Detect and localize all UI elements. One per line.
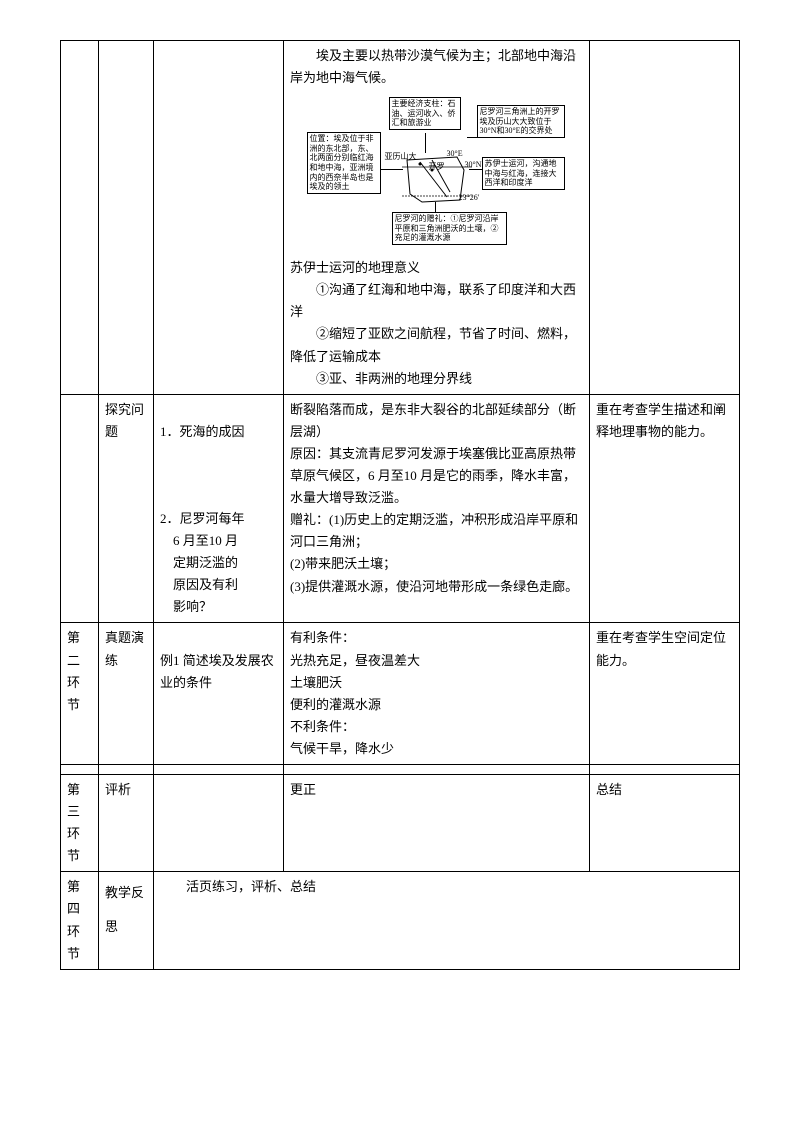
- fav-3: 便利的灌溉水源: [290, 694, 583, 716]
- cell: [61, 394, 99, 623]
- label-alexandria: 亚历山大: [385, 152, 417, 162]
- fav-2: 土壤肥沃: [290, 672, 583, 694]
- label-30n: 30°N: [465, 160, 482, 170]
- diagram-box-suez: 苏伊士运河，沟通地中海与红海，连接大西洋和印度洋: [482, 157, 565, 190]
- stage-cell: 第三环节: [61, 774, 99, 871]
- cell: 活页练习，评析、总结: [154, 872, 740, 969]
- question-cell: 例1 简述埃及发展农业的条件: [154, 623, 284, 765]
- label-cairo: 开罗: [429, 162, 445, 172]
- fav-heading: 有利条件：: [290, 627, 583, 649]
- ans-reason: 原因：其支流青尼罗河发源于埃塞俄比亚高原热带草原气候区，6 月至10 月是它的雨…: [290, 443, 583, 509]
- cell: 教学反思: [99, 872, 154, 969]
- fav-1: 光热充足，昼夜温差大: [290, 650, 583, 672]
- table-row: 埃及主要以热带沙漠气候为主；北部地中海沿岸为地中海气候。 主要经济支柱：石油、运…: [61, 41, 740, 395]
- diagram-box-nile-gift: 尼罗河的赠礼：①尼罗河沿岸平原和三角洲肥沃的土壤，②充足的灌溉水源: [392, 212, 507, 245]
- diagram-box-delta: 尼罗河三角洲上的开罗埃及历山大大致位于30°N和30°E的交界处: [477, 105, 565, 138]
- cell: [154, 774, 284, 871]
- table-row-spacer: [61, 764, 740, 774]
- suez-point-3: ③亚、非两洲的地理分界线: [290, 368, 583, 390]
- lesson-plan-table: 埃及主要以热带沙漠气候为主；北部地中海沿岸为地中海气候。 主要经济支柱：石油、运…: [60, 40, 740, 970]
- ans-2: (2)带来肥沃土壤；: [290, 553, 583, 575]
- table-row: 第三环节 评析 更正 总结: [61, 774, 740, 871]
- example-q: 例1 简述埃及发展农业的条件: [160, 650, 277, 694]
- climate-text: 埃及主要以热带沙漠气候为主；北部地中海沿岸为地中海气候。: [290, 45, 583, 89]
- cell: 总结: [590, 774, 740, 871]
- unfav-1: 气候干旱，降水少: [290, 738, 583, 760]
- q2: 2．尼罗河每年 6 月至10 月 定期泛滥的 原因及有利 影响？: [160, 508, 277, 618]
- cell: 更正: [284, 774, 590, 871]
- answer-cell: 断裂陷落而成，是东非大裂谷的北部延续部分（断层湖） 原因：其支流青尼罗河发源于埃…: [284, 394, 590, 623]
- section-label: 真题演练: [99, 623, 154, 765]
- ans-gift: 赠礼：(1)历史上的定期泛滥，冲积形成沿岸平原和河口三角洲；: [290, 509, 583, 553]
- table-row: 探究问题 1．死海的成因 2．尼罗河每年 6 月至10 月 定期泛滥的 原因及有…: [61, 394, 740, 623]
- suez-point-2: ②缩短了亚欧之间航程，节省了时间、燃料，降低了运输成本: [290, 323, 583, 367]
- diagram-box-economy: 主要经济支柱：石油、运河收入、侨汇和旅游业: [389, 97, 461, 130]
- cell: [99, 41, 154, 395]
- ans-3: (3)提供灌溉水源，使沿河地带形成一条绿色走廊。: [290, 576, 583, 598]
- note-cell: 重在考查学生描述和阐释地理事物的能力。: [590, 394, 740, 623]
- diagram-box-location: 位置：埃及位于非洲的东北部，东、北两面分别临红海和地中海，亚洲境内的西奈半岛也是…: [307, 132, 381, 194]
- section-label: 探究问题: [99, 394, 154, 623]
- cell: [590, 41, 740, 395]
- question-cell: 1．死海的成因 2．尼罗河每年 6 月至10 月 定期泛滥的 原因及有利 影响？: [154, 394, 284, 623]
- cell: 评析: [99, 774, 154, 871]
- suez-point-1: ①沟通了红海和地中海，联系了印度洋和大西洋: [290, 279, 583, 323]
- answer-cell: 有利条件： 光热充足，昼夜温差大 土壤肥沃 便利的灌溉水源 不利条件： 气候干旱…: [284, 623, 590, 765]
- stage-cell: 第二环节: [61, 623, 99, 765]
- cell-content: 埃及主要以热带沙漠气候为主；北部地中海沿岸为地中海气候。 主要经济支柱：石油、运…: [284, 41, 590, 395]
- table-row: 第四环节 教学反思 活页练习，评析、总结: [61, 872, 740, 969]
- ans-deadsea: 断裂陷落而成，是东非大裂谷的北部延续部分（断层湖）: [290, 399, 583, 443]
- suez-title: 苏伊士运河的地理意义: [290, 257, 583, 279]
- stage-cell: 第四环节: [61, 872, 99, 969]
- note-cell: 重在考查学生空间定位能力。: [590, 623, 740, 765]
- q1: 1．死海的成因: [160, 421, 277, 443]
- label-30e: 30°E: [447, 149, 463, 159]
- egypt-diagram: 主要经济支柱：石油、运河收入、侨汇和旅游业 位置：埃及位于非洲的东北部，东、北两…: [307, 97, 567, 247]
- table-row: 第二环节 真题演练 例1 简述埃及发展农业的条件 有利条件： 光热充足，昼夜温差…: [61, 623, 740, 765]
- label-tropic: 23°26′: [459, 193, 480, 203]
- unfav-heading: 不利条件：: [290, 716, 583, 738]
- cell: [61, 41, 99, 395]
- cell: [154, 41, 284, 395]
